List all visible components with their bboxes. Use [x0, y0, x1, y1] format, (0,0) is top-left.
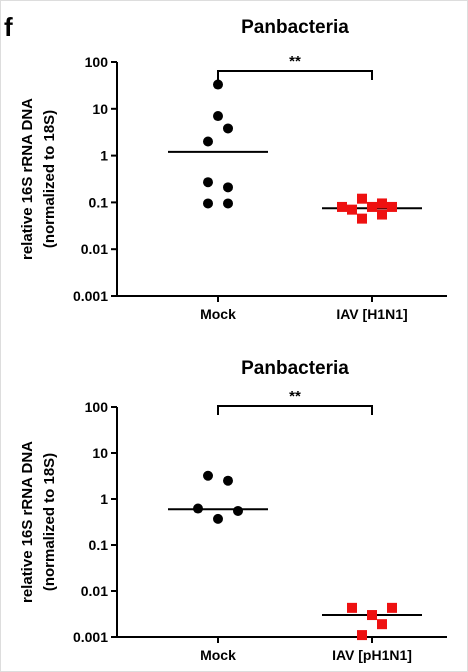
chart-top: Panbacteria 100 10 1 0.1 0.01 0.001 Mock IAV [H1… — [19, 17, 447, 322]
y-axis-label: (normalized to 18S) — [41, 110, 58, 248]
data-point — [223, 123, 233, 134]
data-point — [367, 201, 377, 212]
data-point — [223, 182, 233, 193]
data-point — [347, 602, 357, 613]
significance-label: ** — [289, 388, 301, 405]
y-tick-label: 0.01 — [81, 583, 108, 599]
y-tick-label: 100 — [85, 399, 109, 415]
significance-bracket — [217, 70, 373, 80]
y-tick-label: 100 — [85, 54, 109, 70]
panel-label: f — [4, 12, 13, 42]
x-tick-label: Mock — [200, 306, 236, 322]
data-point — [203, 198, 213, 209]
y-tick-label: 1 — [100, 148, 108, 164]
data-point — [357, 193, 367, 204]
data-point — [357, 630, 367, 641]
data-point — [213, 111, 223, 122]
data-point — [193, 503, 203, 514]
data-point — [233, 505, 243, 516]
data-point — [223, 475, 233, 486]
data-point — [377, 619, 387, 630]
data-point — [213, 79, 223, 90]
data-point — [387, 602, 397, 613]
chart-title: Panbacteria — [241, 358, 349, 379]
data-point — [377, 209, 387, 220]
chart-bottom: Panbacteria 100 10 1 0.1 0.01 0.001 Mock IAV [pH… — [19, 358, 447, 663]
data-point — [213, 513, 223, 524]
x-tick-label: IAV [pH1N1] — [332, 647, 412, 663]
data-point — [377, 198, 387, 209]
x-tick-label: IAV [H1N1] — [336, 306, 407, 322]
y-tick-label: 10 — [92, 101, 108, 117]
significance-label: ** — [289, 53, 301, 70]
data-point — [367, 610, 377, 621]
y-tick-label: 0.001 — [73, 288, 108, 304]
y-axis-label: relative 16S rRNA DNA — [19, 98, 36, 260]
data-point — [203, 177, 213, 188]
y-tick-label: 0.01 — [81, 241, 108, 257]
data-point — [387, 201, 397, 212]
chart-title: Panbacteria — [241, 17, 349, 38]
y-tick-label: 0.001 — [73, 629, 108, 645]
y-tick-label: 0.1 — [89, 194, 109, 210]
data-point — [203, 136, 213, 147]
y-tick-label: 0.1 — [89, 537, 109, 553]
data-point — [357, 213, 367, 224]
y-tick-label: 10 — [92, 445, 108, 461]
x-tick-label: Mock — [200, 647, 236, 663]
significance-bracket — [217, 405, 373, 415]
data-point — [337, 201, 347, 212]
y-axis-label: (normalized to 18S) — [41, 453, 58, 591]
y-axis-label: relative 16S rRNA DNA — [19, 441, 36, 603]
data-point — [203, 470, 213, 481]
data-point — [347, 204, 357, 215]
data-point — [223, 198, 233, 209]
y-tick-label: 1 — [100, 491, 108, 507]
